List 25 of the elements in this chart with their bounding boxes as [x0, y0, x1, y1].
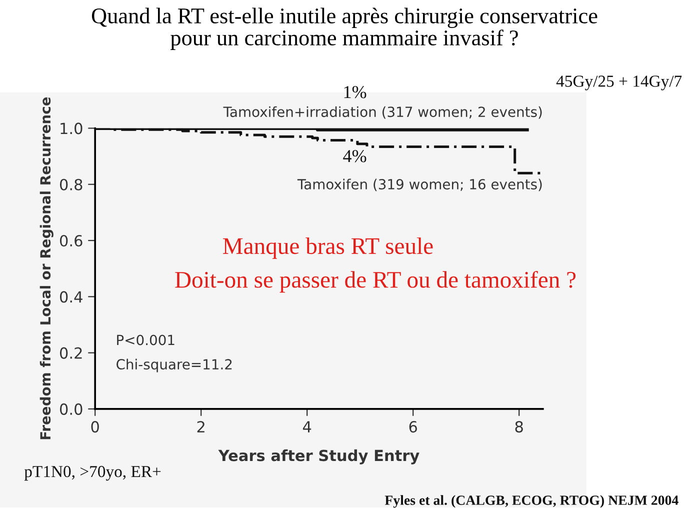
y-tick-label: 0.0: [60, 403, 82, 415]
y-tick-label: 0.6: [60, 234, 82, 247]
chart-title: Quand la RT est-elle inutile après chirurgie conservatrice pour un carcinome mammaire invasif ?: [92, 8, 598, 50]
text: Fyles et al. (CALGB, ECOG, RTOG) NEJM 2004: [384, 495, 678, 508]
x-tick-label: 8: [515, 421, 523, 433]
text: pT1N0, >70yo, ER+: [24, 466, 161, 481]
y-axis-title: Freedom from Local or Regional Recurrence: [40, 97, 54, 440]
annotation: P<0.001: [117, 334, 174, 346]
y-tick-label: 0.2: [60, 347, 82, 359]
annotation: Doit-on se passer de RT ou de tamoxifen ?: [175, 270, 576, 293]
y-tick-label: 1.0: [60, 122, 82, 134]
y-tick-label: 0.4: [60, 291, 82, 303]
annotation: 1%: [344, 86, 366, 98]
x-tick-label: 2: [197, 421, 204, 432]
annotation: 4%: [343, 150, 366, 162]
series-label: Tamoxifen+irradiation (317 women; 2 events): [223, 106, 542, 119]
x-tick-label: 6: [409, 421, 417, 433]
x-tick-label: 0: [91, 421, 99, 433]
x-axis-title: Years after Study Entry: [218, 449, 420, 464]
series-label: Tamoxifen (319 women; 16 events): [297, 178, 542, 192]
annotation: Manque bras RT seule: [223, 237, 433, 259]
x-tick-label: 4: [302, 421, 312, 432]
text: 45Gy/25 + 14Gy/7: [556, 76, 682, 90]
annotation: Chi-square=11.2: [116, 358, 232, 372]
y-tick-label: 0.8: [60, 178, 82, 190]
